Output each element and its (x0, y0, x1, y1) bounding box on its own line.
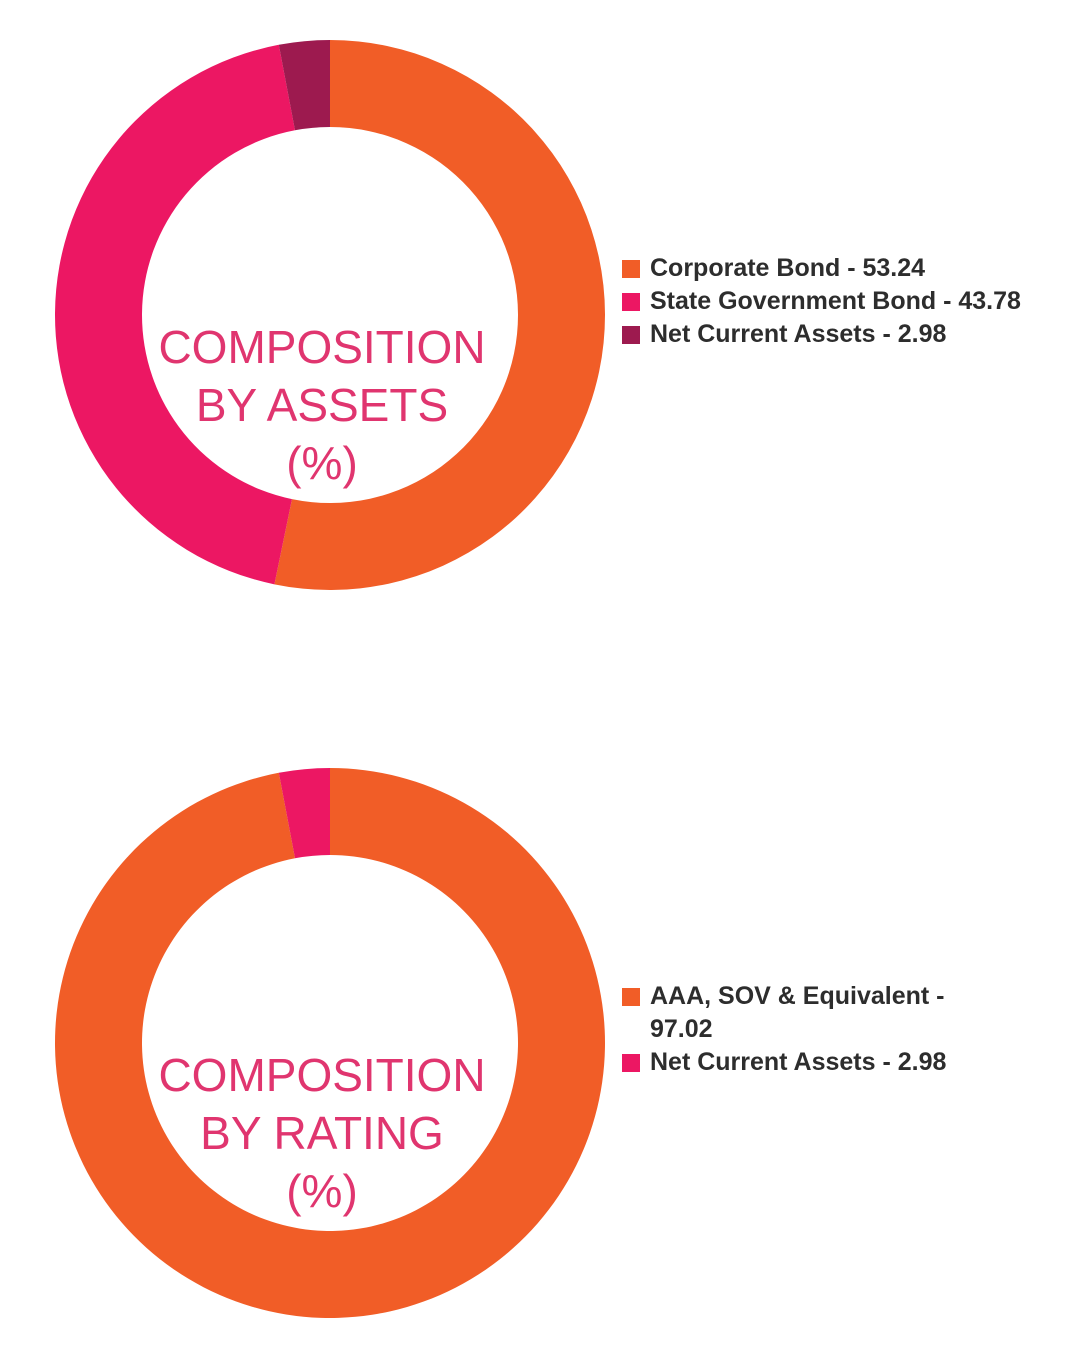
donut-chart-assets (54, 40, 605, 590)
center-label-line-1: COMPOSITION (158, 321, 486, 373)
donut-slice-state-government-bond (54, 44, 296, 585)
legend-swatch (622, 293, 640, 311)
legend-item-net-current-assets: Net Current Assets - 2.98 (622, 318, 1070, 351)
center-label-assets: COMPOSITION BY ASSETS (%) (140, 318, 504, 492)
center-label-rating: COMPOSITION BY RATING (%) (140, 1046, 504, 1220)
center-label-line-1: COMPOSITION (158, 1049, 486, 1101)
legend-label: AAA, SOV & Equivalent - 97.02 (650, 982, 945, 1043)
legend-assets: Corporate Bond - 53.24 State Government … (622, 252, 1070, 351)
composition-by-assets-chart: COMPOSITION BY ASSETS (%) Corporate Bond… (0, 40, 1082, 600)
legend-swatch (622, 260, 640, 278)
legend-item-net-current-assets: Net Current Assets - 2.98 (622, 1046, 970, 1079)
center-label-line-3: (%) (286, 437, 358, 489)
legend-rating: AAA, SOV & Equivalent - 97.02 Net Curren… (622, 980, 970, 1079)
legend-label: Net Current Assets - 2.98 (650, 320, 947, 348)
center-label-line-2: BY ASSETS (195, 379, 449, 431)
legend-swatch (622, 326, 640, 344)
donut-slice-net-current-assets (278, 768, 330, 859)
legend-item-state-government-bond: State Government Bond - 43.78 (622, 285, 1070, 318)
legend-item-aaa-sov-equivalent: AAA, SOV & Equivalent - 97.02 (622, 980, 970, 1046)
legend-swatch (622, 1054, 640, 1072)
donut-slice-net-current-assets (278, 40, 330, 131)
center-label-line-2: BY RATING (200, 1107, 444, 1159)
center-label-line-3: (%) (286, 1165, 358, 1217)
legend-item-corporate-bond: Corporate Bond - 53.24 (622, 252, 1070, 285)
legend-swatch (622, 988, 640, 1006)
donut-chart-rating (55, 768, 606, 1318)
legend-label: Net Current Assets - 2.98 (650, 1048, 947, 1076)
legend-label: Corporate Bond - 53.24 (650, 254, 926, 282)
legend-label: State Government Bond - 43.78 (650, 287, 1021, 315)
donut-slice-corporate-bond (274, 40, 605, 590)
composition-by-rating-chart: COMPOSITION BY RATING (%) AAA, SOV & Equ… (0, 768, 1082, 1328)
donut-slice-aaa-sov-equivalent (55, 768, 606, 1318)
